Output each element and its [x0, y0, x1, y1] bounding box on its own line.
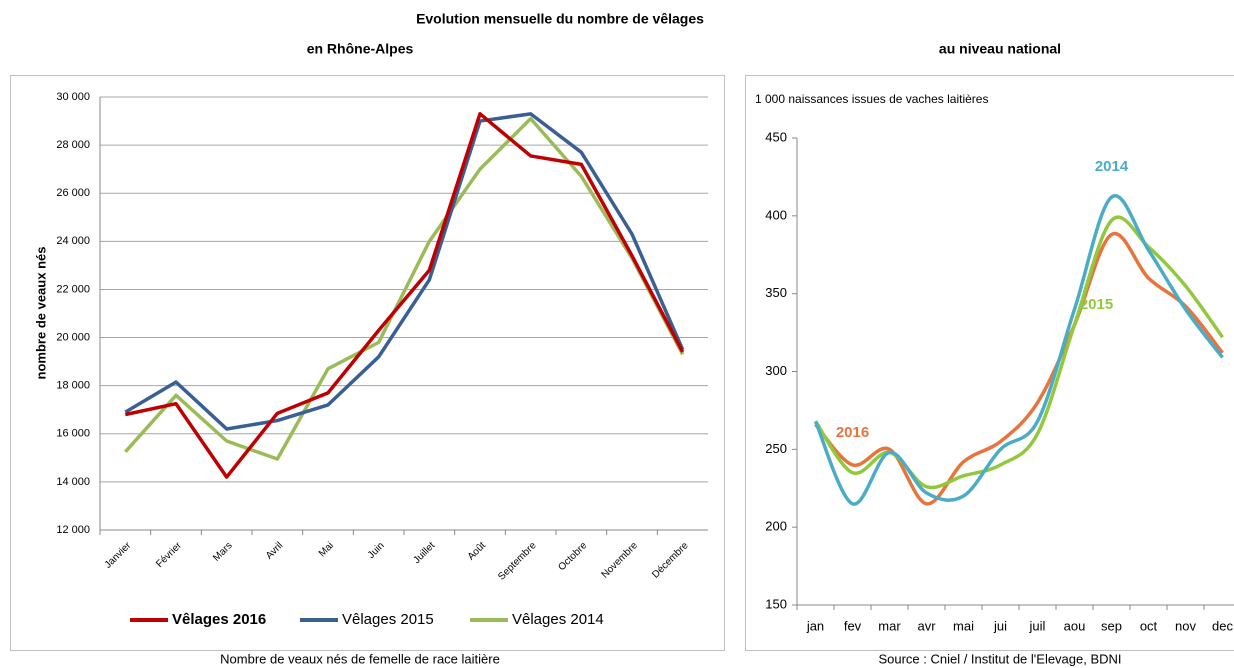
x-tick-label: jan [806, 618, 824, 633]
x-tick-label: Mai [317, 540, 336, 559]
x-tick-label: mar [878, 618, 901, 633]
y-tick-label: 200 [765, 519, 787, 534]
chart-title: au niveau national [939, 41, 1061, 57]
page-title: Evolution mensuelle du nombre de vêlages [416, 11, 704, 27]
series-line [124, 112, 685, 431]
x-tick-label: aou [1064, 618, 1086, 633]
x-tick-label: Avril [264, 540, 285, 561]
legend-label: Vêlages 2014 [512, 611, 604, 628]
y-tick-label: 26 000 [56, 187, 90, 199]
series-line [813, 193, 1224, 506]
legend-label: Vêlages 2015 [342, 611, 434, 628]
series-line [814, 215, 1224, 490]
x-tick-label: nov [1175, 618, 1196, 633]
chart-title: en Rhône-Alpes [307, 41, 414, 57]
x-tick-label: Décembre [650, 540, 691, 581]
x-tick-label: Septembre [496, 540, 539, 583]
caption: Source : Cniel / Institut de l'Elevage, … [878, 651, 1121, 666]
legend-label: Vêlages 2016 [172, 611, 266, 628]
x-tick-label: avr [917, 618, 936, 633]
series-line [124, 116, 685, 461]
series-line [814, 231, 1224, 506]
y-tick-label: 450 [765, 129, 787, 144]
x-tick-label: juil [1029, 618, 1046, 633]
y-tick-label: 20 000 [56, 331, 90, 343]
y-tick-label: 12 000 [56, 524, 90, 536]
x-tick-label: mai [953, 618, 974, 633]
x-tick-label: Août [466, 540, 488, 562]
x-tick-label: Janvier [103, 540, 134, 571]
y-tick-label: 14 000 [56, 476, 90, 488]
y-tick-label: 350 [765, 285, 787, 300]
x-tick-label: jui [993, 618, 1007, 633]
x-tick-label: Février [154, 540, 184, 570]
left-frame [10, 75, 725, 651]
x-tick-label: sep [1101, 618, 1122, 633]
x-tick-label: Juillet [411, 540, 437, 566]
y-tick-label: 150 [765, 596, 787, 611]
y-tick-label: 16 000 [56, 428, 90, 440]
series-label: 2014 [1095, 158, 1129, 175]
y-axis-label: 1 000 naissances issues de vaches laitiè… [755, 92, 988, 106]
series-line [124, 112, 685, 479]
caption: Nombre de veaux nés de femelle de race l… [220, 651, 500, 666]
x-tick-label: Juin [366, 540, 387, 561]
y-tick-label: 18 000 [56, 380, 90, 392]
y-tick-label: 400 [765, 207, 787, 222]
x-tick-label: oct [1140, 618, 1158, 633]
series-label: 2016 [836, 424, 869, 441]
y-tick-label: 24 000 [56, 235, 90, 247]
x-tick-label: dec [1212, 618, 1233, 633]
x-tick-label: Octobre [556, 540, 589, 573]
y-axis-label: nombre de veaux nés [33, 247, 48, 380]
y-tick-label: 28 000 [56, 139, 90, 151]
x-tick-label: fev [844, 618, 862, 633]
x-tick-label: Novembre [600, 540, 641, 581]
x-tick-label: Mars [211, 540, 235, 564]
y-tick-label: 22 000 [56, 283, 90, 295]
y-tick-label: 250 [765, 441, 787, 456]
right-frame [745, 75, 1234, 651]
y-tick-label: 300 [765, 363, 787, 378]
series-label: 2015 [1080, 296, 1113, 313]
y-tick-label: 30 000 [56, 91, 90, 103]
